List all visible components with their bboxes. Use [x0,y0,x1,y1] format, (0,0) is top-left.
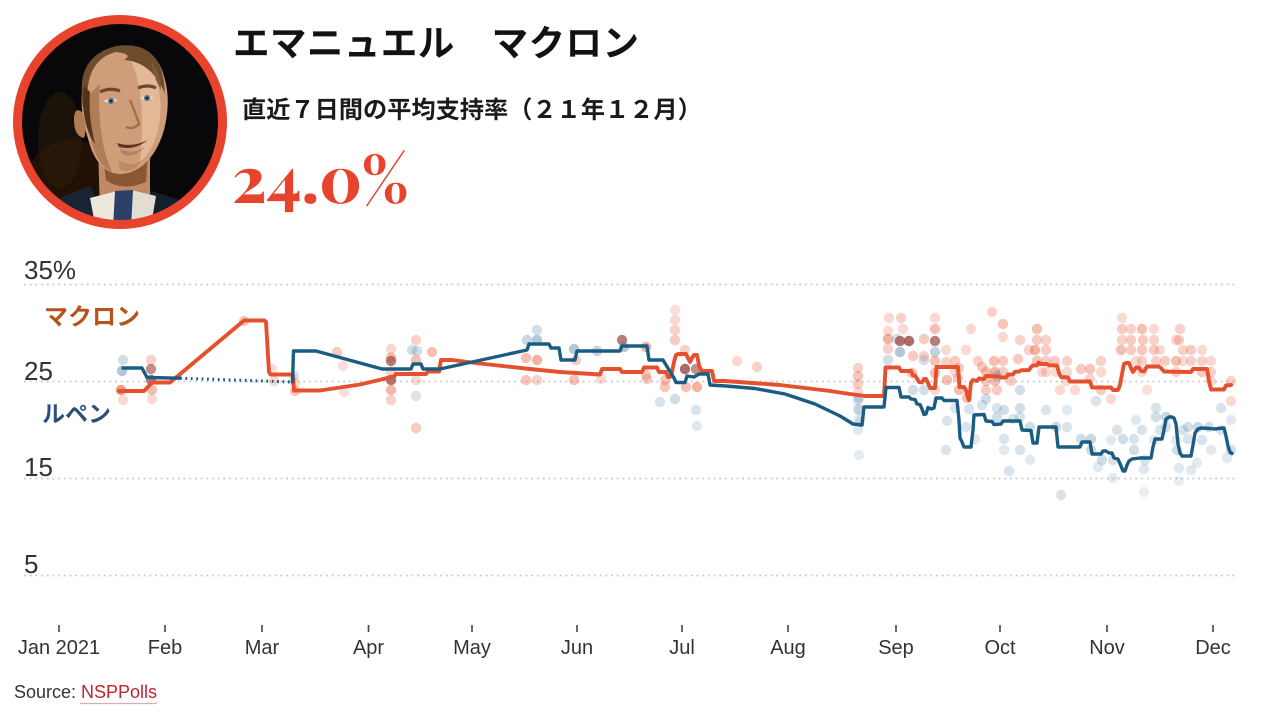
svg-text:NSPPolls: NSPPolls [81,682,157,702]
svg-text:Sep: Sep [878,637,914,659]
svg-text:Jan 2021: Jan 2021 [18,637,100,659]
svg-text:Feb: Feb [148,637,182,659]
svg-text:15: 15 [24,452,53,482]
svg-text:Apr: Apr [353,637,384,659]
svg-text:Dec: Dec [1195,637,1231,659]
svg-text:May: May [453,637,491,659]
svg-text:Oct: Oct [984,637,1016,659]
svg-text:Source:: Source: [14,682,76,702]
svg-text:Nov: Nov [1089,637,1125,659]
svg-text:Jul: Jul [669,637,695,659]
svg-text:Mar: Mar [245,637,280,659]
svg-text:25: 25 [24,356,53,386]
svg-text:Jun: Jun [561,637,593,659]
svg-text:5: 5 [24,549,38,579]
svg-text:35%: 35% [24,255,76,285]
svg-text:Aug: Aug [770,637,806,659]
